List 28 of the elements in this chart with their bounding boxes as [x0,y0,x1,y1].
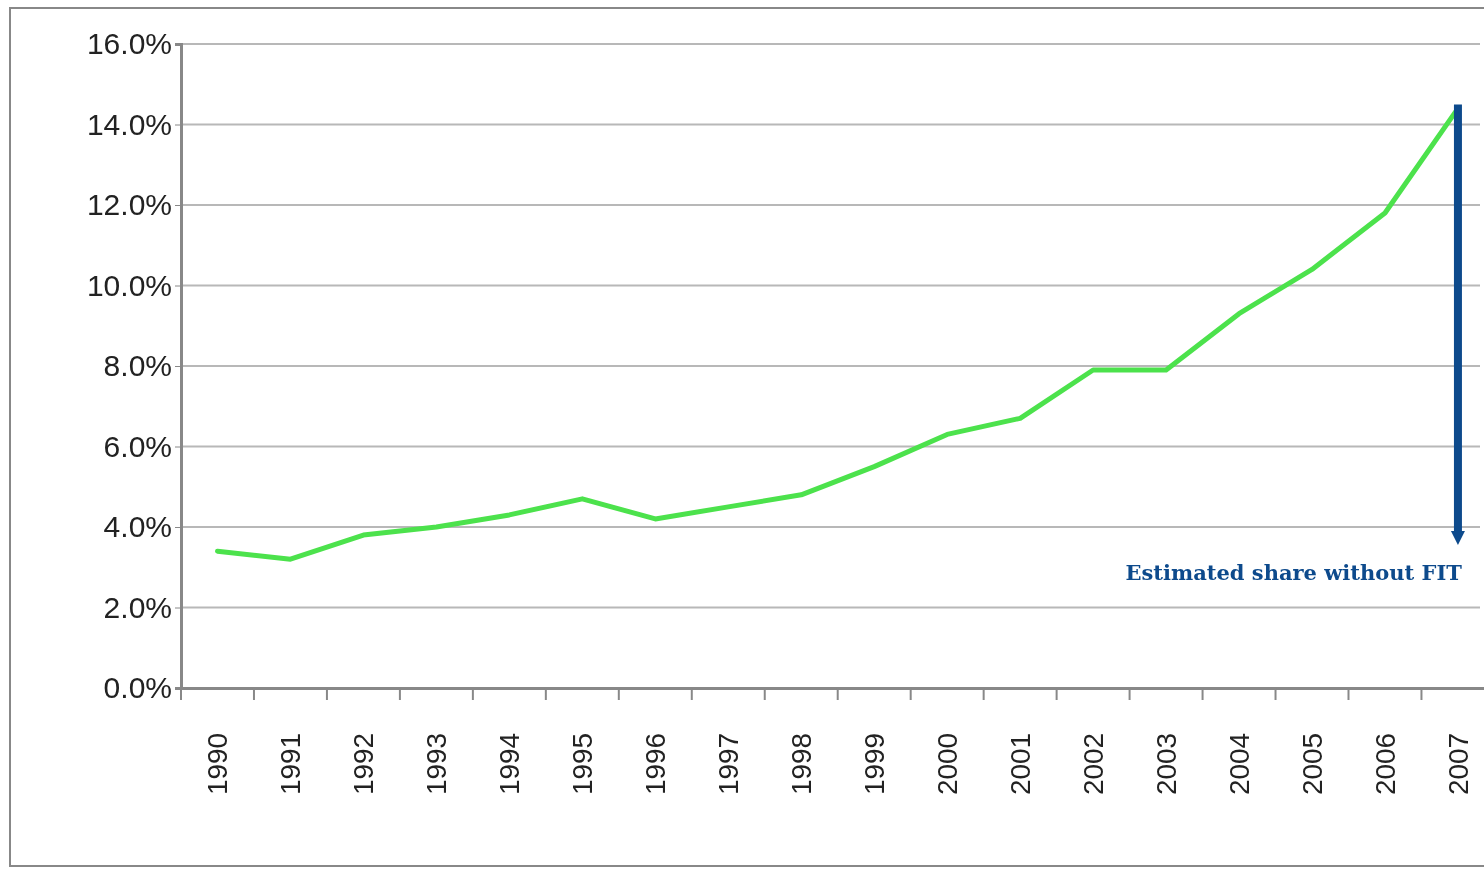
x-tick-label: 1995 [567,732,599,796]
y-tick-label: 0.0% [103,671,172,705]
y-tick-label: 8.0% [103,349,172,383]
x-tick-label: 1992 [348,732,380,796]
x-tick-label: 2000 [931,732,963,796]
annotation: Estimated share without FIT [1125,560,1463,585]
y-tick-label: 2.0% [103,590,172,624]
x-tick-label: 1990 [202,732,234,796]
x-tick-label: 2007 [1442,732,1474,796]
x-tick-label: 2006 [1369,732,1401,796]
x-tick-label: 1994 [494,732,526,796]
x-tick-label: 1991 [275,732,307,796]
y-tick-label: 4.0% [103,510,172,544]
x-tick-label: 2004 [1223,732,1255,796]
x-tick-label: 2005 [1296,732,1328,796]
x-tick-label: 1998 [786,732,818,796]
x-tick-label: 1999 [859,732,890,796]
y-tick-label: 6.0% [103,429,172,463]
y-tick-label: 14.0% [86,107,172,141]
y-tick-label: 12.0% [86,188,172,222]
x-tick-label: 2002 [1077,732,1109,796]
x-tick-label: 1996 [640,732,672,796]
x-tick-label: 2003 [1150,732,1182,796]
x-tick-label: 2001 [1004,732,1036,796]
y-tick-label: 16.0% [86,27,172,61]
x-tick-label: 1993 [421,732,453,796]
x-tick-label: 1997 [713,732,745,796]
y-tick-label: 10.0% [86,268,172,302]
